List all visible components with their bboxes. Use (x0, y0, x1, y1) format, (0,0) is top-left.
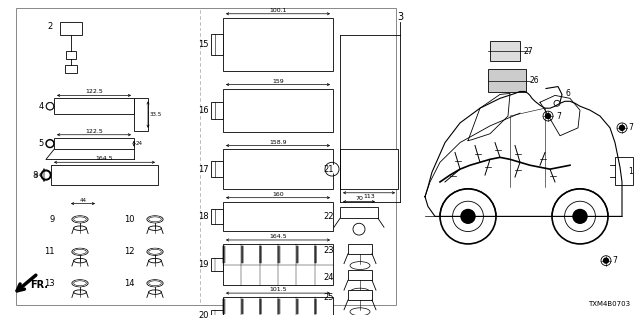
Text: 12: 12 (125, 247, 135, 256)
Text: 5: 5 (39, 139, 44, 148)
Circle shape (604, 258, 609, 263)
Text: 4: 4 (39, 102, 44, 111)
Bar (60, 22, 82, 36)
Bar (211, 161, 223, 177)
Ellipse shape (148, 249, 161, 254)
Circle shape (452, 201, 483, 232)
Bar (348, 290, 372, 300)
Text: 21: 21 (323, 165, 334, 174)
Circle shape (47, 104, 52, 109)
Bar (223, 18, 333, 71)
Bar (223, 89, 333, 132)
Text: 122.5: 122.5 (85, 89, 103, 94)
Circle shape (47, 141, 52, 146)
Circle shape (356, 226, 362, 232)
Text: 14: 14 (125, 279, 135, 288)
Text: 70: 70 (355, 196, 363, 201)
Bar (51, 165, 158, 185)
Bar (211, 310, 223, 320)
Text: 16: 16 (198, 106, 209, 115)
Text: 2: 2 (48, 22, 53, 31)
Bar (615, 157, 633, 185)
Bar (340, 149, 398, 189)
Text: 1: 1 (628, 167, 633, 176)
Text: 19: 19 (198, 260, 209, 269)
Bar (134, 98, 148, 131)
Text: 17: 17 (198, 165, 209, 174)
Ellipse shape (148, 217, 161, 222)
Circle shape (43, 172, 49, 178)
Text: 10: 10 (125, 215, 135, 224)
Circle shape (328, 165, 336, 173)
Bar (348, 270, 372, 280)
Bar (223, 202, 333, 231)
Text: 101.5: 101.5 (269, 287, 287, 292)
Text: 24: 24 (136, 141, 143, 146)
Text: 3: 3 (397, 12, 403, 22)
Ellipse shape (74, 249, 86, 254)
Text: 7: 7 (556, 112, 561, 121)
Text: 26: 26 (530, 76, 540, 85)
Text: 113: 113 (363, 194, 375, 199)
Text: 13: 13 (44, 279, 55, 288)
Text: 122.5: 122.5 (85, 129, 103, 134)
Text: 23: 23 (323, 246, 334, 255)
Bar (54, 98, 134, 114)
Circle shape (573, 210, 587, 223)
Bar (223, 297, 333, 320)
Text: 18: 18 (198, 212, 209, 221)
Bar (223, 244, 333, 285)
Text: 11: 11 (45, 247, 55, 256)
Text: 8: 8 (33, 171, 38, 180)
Text: 15: 15 (198, 40, 209, 49)
Text: 7: 7 (628, 123, 633, 132)
Text: 44: 44 (79, 198, 86, 203)
Text: 160: 160 (272, 192, 284, 197)
Text: 9: 9 (50, 215, 55, 224)
Ellipse shape (74, 217, 86, 222)
Circle shape (46, 140, 54, 148)
Text: 100.1: 100.1 (269, 8, 287, 13)
Text: 158.9: 158.9 (269, 140, 287, 145)
Text: 9.4: 9.4 (35, 172, 42, 178)
Circle shape (620, 125, 625, 130)
Text: 24: 24 (323, 273, 334, 282)
Bar (65, 65, 77, 73)
Text: 20: 20 (198, 311, 209, 320)
Text: 7: 7 (612, 256, 617, 265)
Text: TXM4B0703: TXM4B0703 (588, 301, 630, 307)
Bar (490, 41, 520, 61)
Bar (211, 209, 223, 224)
Text: 164.5: 164.5 (269, 234, 287, 239)
Bar (16, 8, 396, 305)
Bar (211, 101, 223, 119)
Bar (348, 244, 372, 254)
Text: 164.5: 164.5 (96, 156, 113, 161)
Text: 25: 25 (323, 292, 334, 301)
Circle shape (564, 201, 595, 232)
Bar (211, 34, 223, 55)
Circle shape (545, 114, 550, 118)
Ellipse shape (74, 281, 86, 286)
Bar (223, 149, 333, 189)
Bar (211, 258, 223, 271)
Text: 33.5: 33.5 (150, 112, 163, 117)
Circle shape (461, 210, 475, 223)
Text: 27: 27 (524, 47, 534, 56)
Text: 159: 159 (272, 79, 284, 84)
Text: FR.: FR. (30, 280, 48, 290)
Circle shape (46, 102, 54, 110)
Circle shape (41, 170, 51, 180)
Text: 22: 22 (323, 212, 334, 221)
Bar (488, 69, 526, 92)
Bar (54, 138, 134, 149)
Bar (66, 51, 76, 59)
Text: 6: 6 (565, 89, 570, 98)
Ellipse shape (148, 281, 161, 286)
Bar (340, 206, 378, 218)
